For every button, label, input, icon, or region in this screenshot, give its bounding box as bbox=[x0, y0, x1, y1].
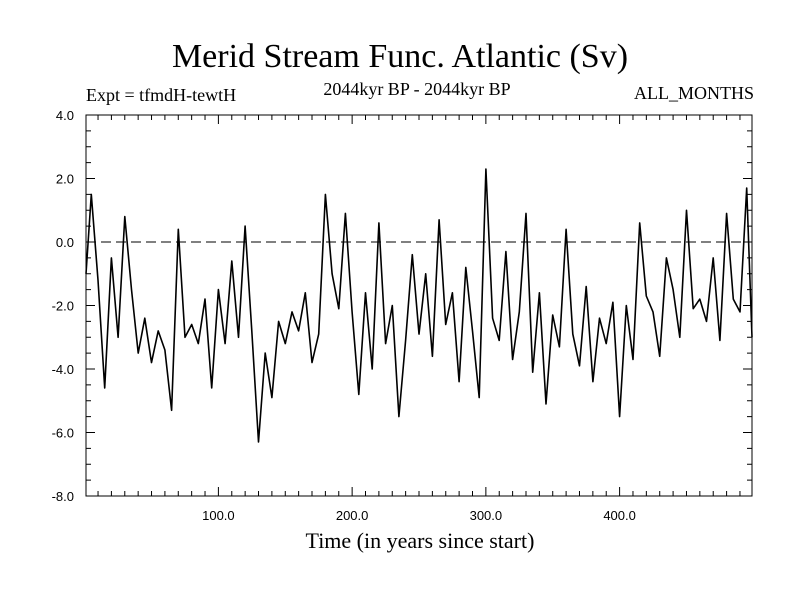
x-tick-label: 100.0 bbox=[202, 508, 235, 523]
plot-frame bbox=[85, 114, 753, 497]
series-line bbox=[85, 168, 753, 443]
period-label: 2044kyr BP - 2044kyr BP bbox=[323, 79, 511, 99]
chart-title: Merid Stream Func. Atlantic (Sv) bbox=[171, 38, 629, 75]
x-tick-label: 200.0 bbox=[336, 508, 369, 523]
x-tick-label: 400.0 bbox=[603, 508, 636, 523]
y-tick-label: 2.0 bbox=[56, 172, 74, 187]
y-tick-label: 4.0 bbox=[56, 108, 74, 123]
y-tick-label: 0.0 bbox=[56, 235, 74, 250]
y-tick-label: -2.0 bbox=[52, 299, 74, 314]
experiment-label: Expt = tfmdH-tewtH bbox=[86, 85, 237, 105]
y-tick-label: -8.0 bbox=[52, 489, 74, 504]
y-tick-label: -4.0 bbox=[52, 362, 74, 377]
axis-ticks bbox=[86, 115, 752, 496]
y-tick-label: -6.0 bbox=[52, 426, 74, 441]
axis-tick-labels: 100.0 200.0 300.0 400.0 -8.0 -6.0 -4.0 -2.0 0.0 2… bbox=[52, 108, 636, 523]
months-label: ALL_MONTHS bbox=[634, 83, 754, 103]
x-tick-label: 300.0 bbox=[470, 508, 503, 523]
x-axis-label: Time (in years since start) bbox=[305, 528, 535, 553]
